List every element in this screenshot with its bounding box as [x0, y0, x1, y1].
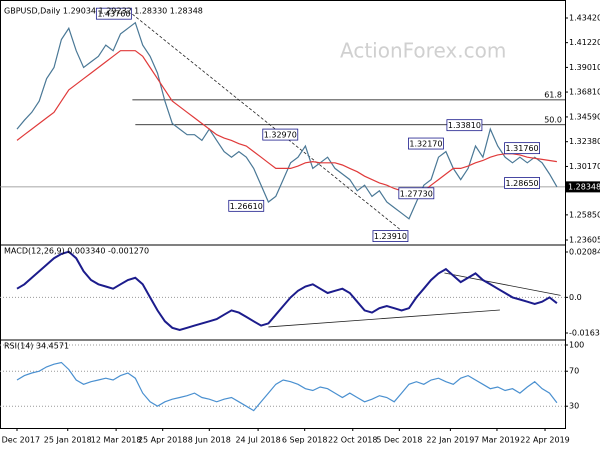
x-tick-label: 8 Dec 2017 [0, 436, 40, 445]
y-tick-label: 70 [569, 367, 579, 376]
x-tick-label: 22 Oct 2018 [328, 436, 377, 445]
annotation-label: 1.28650 [506, 179, 539, 188]
y-tick-label: 1.32380 [569, 137, 600, 146]
panel-title: GBPUSD,Daily 1.29034 1.29232 1.28330 1.2… [4, 7, 203, 16]
y-tick-label: 30 [569, 402, 579, 411]
x-tick-label: 22 Apr 2019 [520, 436, 569, 445]
annotation-label: 1.43760 [97, 10, 130, 19]
y-tick-label: 1.43420 [569, 13, 600, 22]
x-tick-label: 6 Sep 2018 [282, 436, 328, 445]
level-label: 61.8 [544, 90, 562, 99]
annotation-label: 1.32970 [264, 131, 297, 140]
level-label: 50.0 [544, 115, 562, 124]
y-tick-label: -0.016389 [569, 328, 600, 337]
x-tick-label: 25 Jan 2018 [44, 436, 92, 445]
annotation-box [95, 7, 132, 20]
series-line [16, 21, 558, 220]
x-tick-label: 22 Jan 2019 [426, 436, 474, 445]
annotation-label: 1.23910 [374, 232, 407, 241]
y-tick-label: 0.020848 [569, 248, 600, 257]
annotation-label: 1.32170 [409, 140, 442, 149]
watermark: ActionForex.com [340, 39, 506, 63]
panel-title: MACD(12,26,9) 0.003340 -0.001270 [4, 247, 149, 256]
panel-title: RSI(14) 34.4571 [4, 342, 69, 351]
x-tick-label: 7 Mar 2019 [474, 436, 520, 445]
x-tick-label: 24 Jul 2018 [235, 436, 280, 445]
annotation-label: 1.27730 [400, 189, 433, 198]
last-price-box [566, 181, 600, 193]
annotation-box [398, 187, 435, 200]
last-price-label: 1.28348 [568, 182, 600, 191]
series-line [16, 361, 558, 412]
frame [0, 0, 566, 429]
annotation-box [372, 230, 409, 242]
x-tick-label: 25 Apr 2018 [138, 436, 187, 445]
trendline [132, 13, 410, 237]
y-tick-label: 100 [569, 340, 584, 349]
y-tick-label: 1.34590 [569, 112, 600, 121]
y-tick-label: 1.25850 [569, 210, 600, 219]
y-tick-label: 1.30170 [569, 162, 600, 171]
annotation-label: 1.26610 [230, 202, 263, 211]
annotation-box [504, 177, 540, 189]
series-line [16, 250, 558, 332]
annotation-box [446, 119, 483, 132]
y-tick-label: 0.0 [569, 293, 582, 302]
x-tick-label: 8 Jun 2018 [188, 436, 231, 445]
y-tick-label: 1.23605 [569, 236, 600, 245]
y-tick-label: 1.36810 [569, 88, 600, 97]
annotation-label: 1.31760 [506, 144, 539, 153]
annotation-box [262, 128, 299, 141]
y-tick-label: 1.41220 [569, 38, 600, 47]
y-tick-label: 1.39010 [569, 63, 600, 72]
annotation-box [504, 142, 540, 155]
series-line [16, 50, 557, 195]
annotation-box [228, 199, 265, 212]
annotation-label: 1.33810 [448, 121, 481, 130]
trendline [444, 272, 561, 296]
x-tick-label: 12 Mar 2018 [91, 436, 142, 445]
x-tick-label: 5 Dec 2018 [376, 436, 422, 445]
trendline [268, 309, 500, 328]
annotation-box [408, 137, 444, 150]
